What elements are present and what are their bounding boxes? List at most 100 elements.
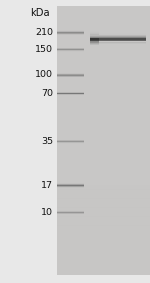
Bar — [90, 39, 99, 40]
Bar — [57, 86, 150, 91]
Bar — [57, 33, 84, 34]
Bar — [57, 184, 84, 185]
Bar — [57, 28, 150, 33]
Bar — [57, 210, 84, 211]
Bar — [57, 50, 84, 51]
Bar — [90, 38, 146, 39]
Bar — [90, 36, 146, 37]
Bar — [57, 139, 84, 140]
Bar — [90, 40, 99, 41]
Bar — [57, 42, 150, 46]
Text: 17: 17 — [41, 181, 53, 190]
Bar — [57, 95, 84, 96]
Bar — [90, 39, 146, 40]
Bar — [90, 27, 99, 28]
Bar — [57, 77, 150, 82]
Bar — [90, 34, 146, 35]
Bar — [57, 162, 150, 167]
Bar — [90, 45, 146, 46]
Bar — [57, 10, 150, 15]
Bar — [90, 30, 146, 31]
Bar — [57, 140, 84, 141]
Bar — [57, 270, 150, 275]
Bar — [57, 252, 150, 257]
Text: 70: 70 — [41, 89, 53, 98]
Bar — [57, 248, 150, 252]
Bar — [57, 82, 150, 87]
Text: 10: 10 — [41, 208, 53, 217]
Bar — [57, 37, 150, 42]
Bar — [57, 213, 84, 214]
Bar — [57, 230, 150, 234]
Bar — [57, 51, 84, 52]
Text: 150: 150 — [35, 45, 53, 54]
Bar — [57, 182, 84, 183]
Bar — [57, 167, 150, 172]
Bar — [57, 32, 84, 33]
Bar — [57, 46, 150, 51]
Bar — [57, 49, 84, 50]
Bar — [57, 94, 84, 95]
Bar — [57, 186, 84, 187]
Bar — [57, 76, 84, 77]
Bar — [57, 142, 84, 143]
Bar — [90, 30, 99, 31]
Bar — [57, 140, 150, 145]
Bar — [57, 77, 84, 78]
Bar — [57, 203, 150, 208]
Bar — [57, 122, 150, 127]
Bar — [90, 41, 99, 42]
Bar — [57, 212, 84, 213]
Bar — [57, 145, 150, 149]
Bar — [90, 32, 99, 33]
Bar — [57, 93, 84, 94]
Bar — [57, 176, 150, 181]
Bar — [90, 48, 99, 49]
Bar — [57, 234, 150, 239]
Bar — [57, 189, 150, 194]
Bar — [57, 92, 84, 93]
Bar — [57, 198, 150, 203]
Bar — [90, 31, 146, 32]
Bar — [57, 212, 84, 213]
Bar — [57, 6, 150, 10]
Bar — [57, 59, 150, 64]
Bar — [57, 91, 150, 96]
Bar — [57, 213, 84, 214]
Bar — [90, 40, 146, 41]
Bar — [57, 131, 150, 136]
Bar — [57, 194, 150, 199]
Bar — [90, 28, 146, 29]
Bar — [90, 37, 146, 38]
Bar — [57, 68, 150, 73]
Bar — [90, 31, 99, 32]
Bar — [57, 19, 150, 24]
Bar — [57, 127, 150, 131]
Bar — [90, 35, 146, 36]
Bar — [57, 188, 84, 189]
Bar — [57, 187, 84, 188]
Bar — [57, 48, 84, 49]
Bar — [90, 47, 146, 48]
Bar — [57, 100, 150, 104]
Bar — [57, 239, 150, 243]
Bar — [57, 33, 150, 37]
Bar — [57, 50, 150, 55]
Bar — [90, 43, 99, 44]
Bar — [57, 221, 150, 226]
Bar — [57, 72, 84, 73]
Bar — [90, 48, 146, 49]
Text: 35: 35 — [41, 137, 53, 146]
Bar — [90, 42, 99, 43]
Bar — [57, 186, 84, 187]
Bar — [90, 49, 146, 50]
Bar — [57, 225, 150, 230]
Bar — [57, 207, 150, 212]
Bar — [57, 171, 150, 176]
Bar — [57, 48, 84, 49]
Bar — [57, 183, 84, 184]
Bar — [57, 74, 84, 75]
Text: 210: 210 — [35, 28, 53, 37]
Bar — [90, 29, 99, 30]
Bar — [57, 15, 150, 19]
